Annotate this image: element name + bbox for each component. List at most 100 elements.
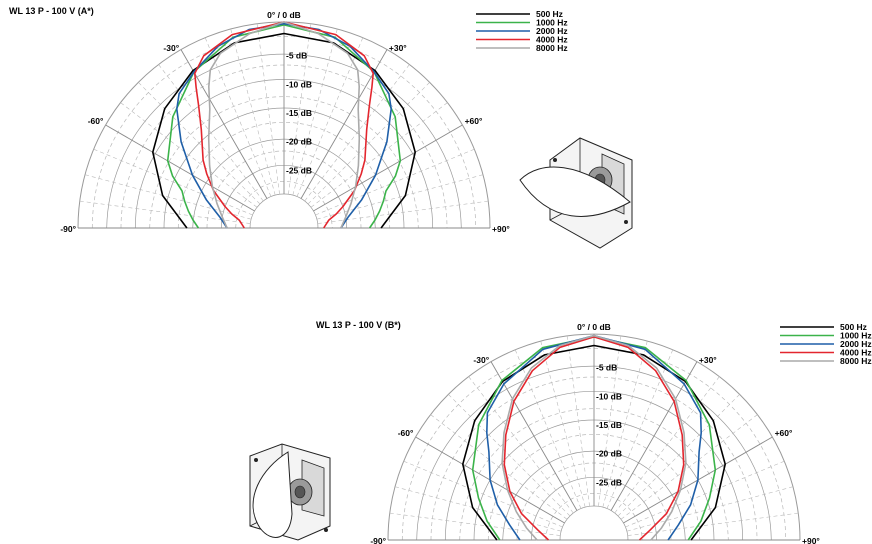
legend-label: 1000 Hz bbox=[536, 18, 568, 28]
grid-spoke bbox=[468, 376, 574, 514]
grid-spoke bbox=[304, 64, 410, 202]
grid-ring bbox=[235, 181, 333, 229]
polar-chart-a: WL 13 P - 100 V (A*) -90° -60° -30° 0° / 0 … bbox=[9, 6, 568, 234]
series-line-500-hz bbox=[461, 344, 727, 541]
angle-label: -30° bbox=[163, 43, 179, 53]
grid-ring bbox=[459, 408, 729, 541]
grid-spoke bbox=[620, 414, 758, 520]
grid-spoke bbox=[310, 102, 448, 208]
grid-spoke bbox=[610, 361, 698, 511]
grid-spoke bbox=[296, 37, 364, 197]
radial-label: -5 dB bbox=[596, 363, 617, 373]
grid-spoke bbox=[403, 460, 563, 528]
grid-spoke bbox=[105, 124, 255, 212]
angle-label: -90° bbox=[60, 224, 76, 234]
grid-spoke bbox=[430, 414, 568, 520]
speaker-orientation-b-icon bbox=[249, 443, 331, 541]
grid-ring bbox=[545, 493, 643, 541]
radial-label: -25 dB bbox=[596, 477, 622, 487]
grid-spoke bbox=[256, 23, 280, 195]
grid-spoke bbox=[307, 82, 430, 205]
angle-label: +60° bbox=[465, 116, 483, 126]
grid-spoke bbox=[317, 200, 489, 224]
grid-spoke bbox=[315, 148, 475, 216]
angle-label: +30° bbox=[699, 355, 717, 365]
radial-label: -10 dB bbox=[596, 391, 622, 401]
grid-spoke bbox=[158, 64, 264, 202]
legend-label: 8000 Hz bbox=[840, 356, 872, 366]
series-line-8000-hz bbox=[501, 334, 687, 541]
radial-label: -5 dB bbox=[286, 51, 307, 61]
series-line-4000-hz bbox=[503, 336, 685, 541]
grid-spoke bbox=[288, 23, 312, 195]
grid-spoke bbox=[389, 512, 561, 536]
radial-label: -20 dB bbox=[596, 449, 622, 459]
chart-title: WL 13 P - 100 V (A*) bbox=[9, 6, 94, 16]
polar-labels: -90° -60° -30° 0° / 0 dB +30° +60° +90° -5 dB -1… bbox=[370, 322, 820, 544]
grid-spoke bbox=[313, 124, 463, 212]
grid-spoke bbox=[394, 486, 562, 532]
angle-label: -60° bbox=[398, 428, 414, 438]
angle-label: -90° bbox=[370, 536, 386, 544]
grid-spoke bbox=[448, 394, 571, 517]
polar-grid bbox=[77, 21, 491, 229]
grid-spoke bbox=[626, 486, 794, 532]
grid-spoke bbox=[230, 28, 276, 196]
grid-spoke bbox=[93, 148, 253, 216]
series-line-2000-hz bbox=[176, 22, 393, 229]
series-line-500-hz bbox=[152, 32, 417, 229]
grid-spoke bbox=[627, 512, 799, 536]
legend-label: 1000 Hz bbox=[840, 331, 872, 341]
angle-label: +90° bbox=[802, 536, 820, 544]
grid-spoke bbox=[598, 335, 622, 507]
grid-spoke bbox=[84, 174, 252, 220]
grid-ring bbox=[177, 122, 391, 229]
grid-spoke bbox=[316, 174, 484, 220]
grid-ring bbox=[249, 193, 319, 229]
angle-label: -60° bbox=[88, 116, 104, 126]
chart-title: WL 13 P - 100 V (B*) bbox=[316, 320, 401, 330]
grid-ring bbox=[149, 96, 419, 229]
radial-label: -15 dB bbox=[286, 108, 312, 118]
grid-spoke bbox=[540, 340, 586, 508]
angle-label: 0° / 0 dB bbox=[267, 10, 301, 20]
grid-spoke bbox=[79, 200, 251, 224]
angle-label: 0° / 0 dB bbox=[577, 322, 611, 332]
grid-spoke bbox=[617, 394, 740, 517]
legend-label: 2000 Hz bbox=[840, 339, 872, 349]
grid-ring bbox=[559, 505, 629, 541]
angle-label: -30° bbox=[473, 355, 489, 365]
speaker-orientation-a-icon bbox=[519, 137, 633, 249]
grid-spoke bbox=[204, 37, 272, 197]
legend-label: 500 Hz bbox=[536, 9, 563, 19]
angle-label: +60° bbox=[775, 428, 793, 438]
series-line-8000-hz bbox=[207, 21, 361, 229]
legend-label: 4000 Hz bbox=[536, 35, 568, 45]
grid-ring bbox=[487, 434, 701, 541]
radial-label: -10 dB bbox=[286, 79, 312, 89]
radial-label: -20 dB bbox=[286, 137, 312, 147]
legend-label: 4000 Hz bbox=[840, 348, 872, 358]
legend-label: 2000 Hz bbox=[536, 26, 568, 36]
angle-label: +30° bbox=[389, 43, 407, 53]
grid-spoke bbox=[292, 28, 338, 196]
polar-labels: -90° -60° -30° 0° / 0 dB +30° +60° +90° -5 dB -1… bbox=[60, 10, 510, 234]
legend-label: 8000 Hz bbox=[536, 43, 568, 53]
legend-label: 500 Hz bbox=[840, 322, 867, 332]
angle-label: +90° bbox=[492, 224, 510, 234]
grid-spoke bbox=[120, 102, 258, 208]
polar-grid bbox=[387, 333, 801, 541]
grid-spoke bbox=[138, 82, 261, 205]
radial-label: -15 dB bbox=[596, 420, 622, 430]
polar-curves bbox=[461, 334, 727, 541]
polar-chart-b: WL 13 P - 100 V (B*) -90° -60° -30° 0° / 0 … bbox=[316, 320, 872, 544]
radial-label: -25 dB bbox=[286, 165, 312, 175]
grid-spoke bbox=[490, 361, 578, 511]
series-line-1000-hz bbox=[166, 24, 402, 229]
grid-spoke bbox=[602, 340, 648, 508]
grid-spoke bbox=[614, 376, 720, 514]
grid-spoke bbox=[625, 460, 785, 528]
